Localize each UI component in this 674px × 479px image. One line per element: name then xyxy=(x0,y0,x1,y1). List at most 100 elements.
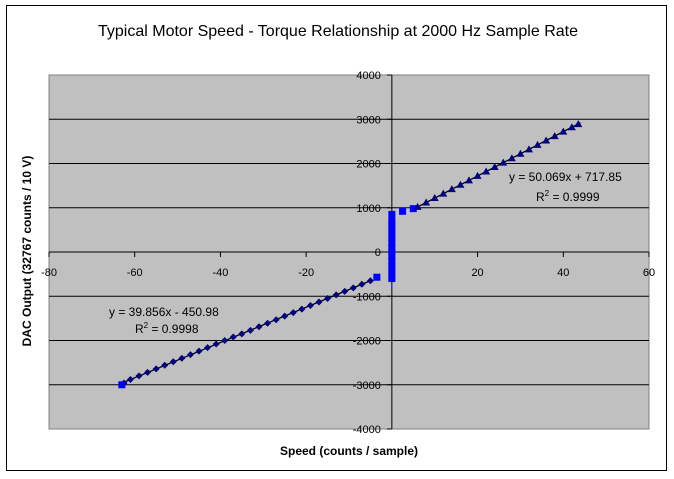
marker-series3-14 xyxy=(533,140,542,148)
marker-series2-10 xyxy=(388,239,396,247)
marker-series1-21 xyxy=(298,305,306,313)
marker-series2-2 xyxy=(388,275,396,283)
y-tick-label-0: 0 xyxy=(375,247,381,259)
marker-series1-19 xyxy=(281,312,289,320)
marker-series1-8 xyxy=(186,351,194,359)
y-tick-label--3000: -3000 xyxy=(353,380,381,392)
marker-series1-9 xyxy=(195,347,203,355)
marker-series2-18 xyxy=(409,205,417,213)
trendline-2-r2: R2 = 0.9999 xyxy=(536,189,600,204)
trendline-2-r2-exponent: 2 xyxy=(545,189,550,198)
trendline-2-equation: y = 50.069x + 717.85 xyxy=(509,170,622,184)
marker-series1-23 xyxy=(315,298,323,306)
trendline-1-r2-exponent: 2 xyxy=(144,321,149,330)
marker-series3-10 xyxy=(499,158,508,166)
marker-series1-1 xyxy=(126,375,134,383)
marker-series2-5 xyxy=(388,261,396,269)
marker-series3-19 xyxy=(574,120,583,128)
marker-series1-14 xyxy=(238,330,246,338)
marker-series1-10 xyxy=(204,344,212,352)
marker-series1-22 xyxy=(306,302,314,310)
y-tick-label--1000: -1000 xyxy=(353,291,381,303)
marker-series3-11 xyxy=(507,154,516,162)
trendline-2-r2-label: R xyxy=(536,190,545,204)
y-tick-label--4000: -4000 xyxy=(353,424,381,436)
x-tick-label--20: -20 xyxy=(298,267,314,279)
marker-series3-18 xyxy=(567,123,576,131)
marker-series2-14 xyxy=(388,221,396,229)
marker-series2-1 xyxy=(373,273,381,281)
y-tick-label-2000: 2000 xyxy=(356,159,380,171)
marker-series1-24 xyxy=(324,294,332,302)
marker-series2-0 xyxy=(118,381,126,389)
marker-series2-4 xyxy=(388,266,396,274)
marker-series2-12 xyxy=(388,230,396,238)
marker-series1-2 xyxy=(135,372,143,380)
marker-series3-17 xyxy=(559,127,568,135)
marker-series3-12 xyxy=(516,149,525,157)
marker-series3-16 xyxy=(550,132,559,140)
x-tick-label-40: 40 xyxy=(557,267,569,279)
marker-series3-1 xyxy=(422,198,431,206)
grid-lines xyxy=(49,118,649,386)
marker-series2-11 xyxy=(388,235,396,243)
marker-series1-17 xyxy=(264,319,272,327)
y-tick-label-4000: 4000 xyxy=(356,70,380,82)
trendline-1-r2: R2 = 0.9998 xyxy=(135,321,199,336)
marker-series1-20 xyxy=(289,309,297,317)
marker-series1-27 xyxy=(349,284,357,292)
chart-frame: Typical Motor Speed - Torque Relationshi… xyxy=(6,5,667,471)
marker-series2-3 xyxy=(388,270,396,278)
marker-series1-18 xyxy=(272,316,280,324)
marker-series3-4 xyxy=(447,185,456,193)
y-axis-title: DAC Output (32767 counts / 10 V) xyxy=(20,156,34,347)
marker-series2-17 xyxy=(399,207,407,215)
marker-series2-7 xyxy=(388,252,396,260)
marker-series3-13 xyxy=(525,145,533,153)
marker-series3-6 xyxy=(465,176,473,184)
marker-series1-15 xyxy=(246,326,254,334)
marker-series3-3 xyxy=(439,189,448,197)
marker-series3-5 xyxy=(456,180,465,188)
marker-series1-13 xyxy=(229,333,237,341)
tick-labels: -80-60-40-200204060-4000-3000-2000-10000… xyxy=(41,70,655,436)
marker-series2-9 xyxy=(388,244,396,252)
marker-series1-29 xyxy=(366,277,374,285)
trendline-2-r2-value: = 0.9999 xyxy=(549,190,600,204)
x-axis-title: Speed (counts / sample) xyxy=(280,444,418,458)
y-tick-label--2000: -2000 xyxy=(353,336,381,348)
marker-series2-8 xyxy=(388,248,396,256)
marker-series1-7 xyxy=(178,354,186,362)
marker-series3-2 xyxy=(430,194,439,202)
marker-series1-25 xyxy=(332,291,340,299)
marker-series1-26 xyxy=(341,287,349,295)
chart-title: Typical Motor Speed - Torque Relationshi… xyxy=(98,23,578,40)
marker-series1-6 xyxy=(169,358,177,366)
marker-series2-16 xyxy=(388,210,396,218)
x-tick-label--40: -40 xyxy=(212,267,228,279)
marker-series2-15 xyxy=(388,217,396,225)
y-tick-label-1000: 1000 xyxy=(356,203,380,215)
marker-series1-28 xyxy=(358,280,366,288)
trendline-1-r2-value: = 0.9998 xyxy=(148,322,199,336)
marker-series3-7 xyxy=(473,171,482,179)
marker-series1-4 xyxy=(152,365,160,373)
marker-series1-3 xyxy=(144,368,152,376)
x-tick-label-60: 60 xyxy=(643,267,655,279)
trendline-1-r2-label: R xyxy=(135,322,144,336)
x-tick-label--60: -60 xyxy=(127,267,143,279)
marker-series2-6 xyxy=(388,257,396,265)
marker-series1-16 xyxy=(255,323,263,331)
marker-series3-0 xyxy=(413,202,422,210)
marker-series1-5 xyxy=(161,361,169,369)
y-tick-label-3000: 3000 xyxy=(356,114,380,126)
marker-series1-12 xyxy=(221,337,229,344)
marker-series3-15 xyxy=(542,136,551,144)
marker-series1-11 xyxy=(212,340,220,348)
data-markers xyxy=(118,120,583,389)
marker-series2-13 xyxy=(388,226,396,234)
trendline-1-equation: y = 39.856x - 450.98 xyxy=(109,305,219,319)
marker-series3-9 xyxy=(490,163,499,171)
marker-series3-8 xyxy=(482,167,491,175)
